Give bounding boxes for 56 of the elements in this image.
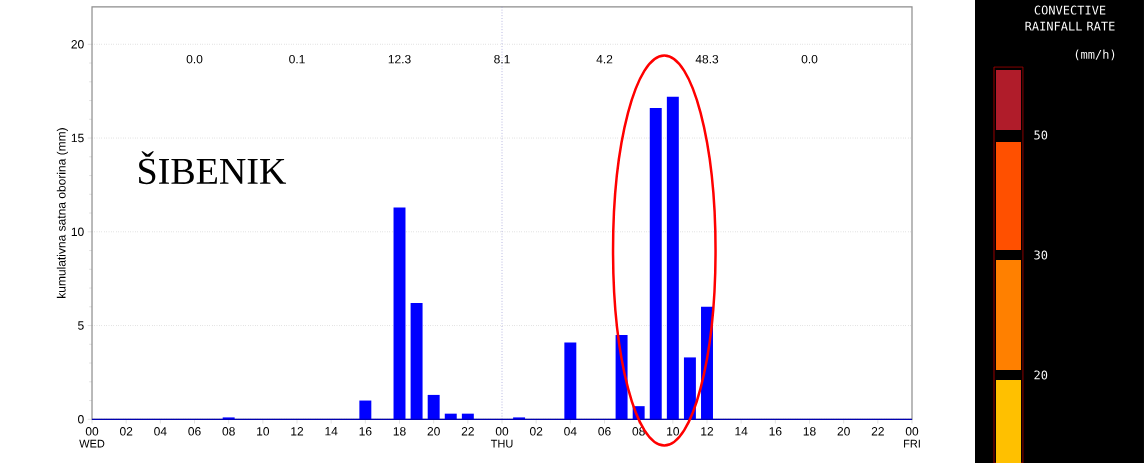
x-tick-label: 18 — [393, 427, 406, 436]
x-tick-label: 22 — [871, 427, 884, 436]
annotation: 48.3 — [695, 54, 719, 64]
annotation: 0.0 — [801, 54, 818, 64]
y-tick-label: 0 — [78, 415, 84, 424]
text: ŠIBENIK — [139, 151, 287, 185]
x-tick-label: 10 — [257, 427, 270, 436]
text: CONVECTIVE RAINFALL RATE — [1025, 5, 1115, 31]
x-tick-label: 22 — [461, 427, 474, 436]
x-tick-label: 00 — [495, 427, 509, 436]
text: FRI — [904, 439, 920, 448]
annotation: 0.1 — [289, 54, 305, 64]
bar — [427, 394, 440, 420]
bar — [359, 400, 372, 420]
bar — [666, 96, 679, 420]
x-tick-label: 06 — [188, 427, 201, 436]
bar — [649, 108, 662, 420]
x-tick-label: 10 — [667, 427, 680, 436]
y-axis-title: kumulativna satna oborina (mm) — [56, 128, 68, 298]
x-tick-label: 16 — [359, 427, 372, 436]
x-tick-label: 14 — [735, 427, 748, 436]
text: WED — [79, 439, 105, 448]
text: THU — [490, 439, 513, 448]
bar — [444, 413, 457, 420]
annotation: 8.1 — [494, 54, 510, 64]
x-tick-label: 20 — [427, 427, 440, 436]
bar — [410, 303, 423, 420]
annotation: 12.3 — [388, 54, 411, 64]
bar — [461, 413, 474, 420]
bar — [683, 357, 696, 420]
x-tick-label: 14 — [325, 427, 338, 436]
text: 20 — [1034, 370, 1048, 380]
bar — [564, 342, 577, 420]
bar — [393, 207, 406, 420]
annotation: 0.0 — [186, 54, 203, 64]
y-tick-label: 15 — [71, 133, 84, 143]
x-tick-label: 18 — [803, 427, 816, 436]
y-tick-label: 10 — [71, 227, 84, 237]
x-tick-label: 20 — [837, 427, 850, 436]
x-tick-label: 08 — [222, 427, 235, 436]
y-tick-label: 5 — [78, 321, 84, 330]
annotation: 4.2 — [596, 54, 613, 64]
x-tick-label: 06 — [598, 427, 611, 436]
text: 50 — [1034, 130, 1048, 140]
x-tick-label: 02 — [119, 427, 133, 436]
x-tick-label: 12 — [291, 427, 304, 436]
x-tick-label: 04 — [154, 427, 167, 436]
x-tick-label: 02 — [529, 427, 543, 436]
y-tick-label: 20 — [71, 40, 84, 49]
x-tick-label: 00 — [905, 427, 919, 436]
x-tick-label: 00 — [85, 427, 99, 436]
x-tick-label: 12 — [701, 427, 714, 436]
x-tick-label: 16 — [769, 427, 782, 436]
x-tick-label: 04 — [564, 427, 577, 436]
text: (mm/h) — [1075, 49, 1115, 61]
text: 30 — [1034, 250, 1048, 260]
